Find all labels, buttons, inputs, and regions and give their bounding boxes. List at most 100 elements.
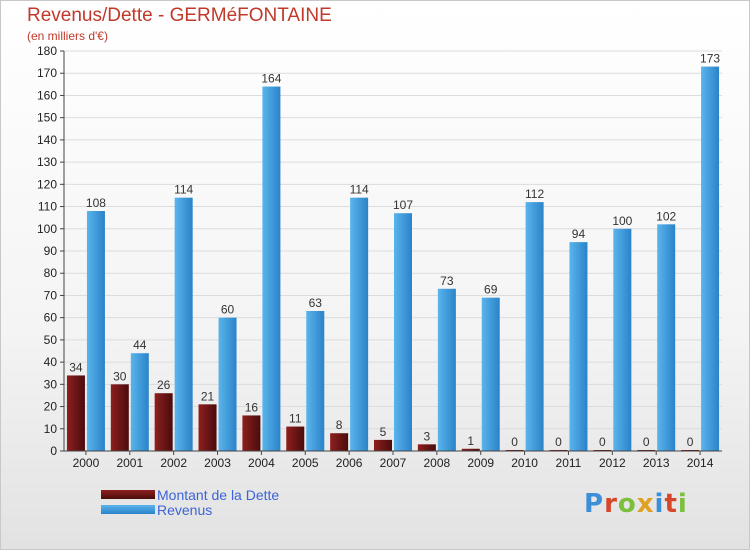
- bar-dette-2001: [110, 384, 129, 451]
- x-tick-label-2000: 2000: [73, 456, 100, 470]
- data-label-dette-2000: 34: [69, 360, 83, 374]
- y-tick-label: 130: [37, 155, 57, 169]
- y-tick-label: 20: [44, 400, 58, 414]
- data-label-revenus-2004: 164: [261, 72, 281, 86]
- bar-revenus-2000: [86, 211, 105, 451]
- data-label-revenus-2001: 44: [133, 338, 147, 352]
- data-label-dette-2005: 11: [289, 412, 302, 426]
- data-labels: 34 108 30 44 26 114 21 60 16 164 11 63 8 114 5 107 3 73 1 6…: [69, 52, 720, 449]
- data-label-dette-2008: 3: [424, 429, 431, 443]
- logo-letter: x: [636, 489, 655, 519]
- bar-revenus-2011: [569, 242, 588, 451]
- x-tick-label-2007: 2007: [380, 456, 407, 470]
- data-label-revenus-2010: 112: [525, 187, 544, 201]
- data-label-dette-2001: 30: [113, 369, 127, 383]
- bar-revenus-2012: [613, 228, 632, 451]
- data-label-revenus-2007: 107: [393, 198, 413, 212]
- bar-revenus-2003: [218, 317, 237, 451]
- y-tick-label: 40: [44, 355, 58, 369]
- data-label-revenus-2011: 94: [572, 227, 586, 241]
- logo-letter: o: [617, 489, 637, 519]
- y-axis: 0 10 20 30 40 50 60 70 80 90 100 110 120 130 140 150 160…: [37, 44, 65, 458]
- x-tick-label-2011: 2011: [556, 456, 582, 470]
- x-tick-label-2006: 2006: [336, 456, 363, 470]
- data-label-dette-2013: 0: [643, 435, 650, 449]
- y-tick-label: 60: [44, 311, 58, 325]
- x-tick-label-2014: 2014: [687, 456, 714, 470]
- x-tick-label-2005: 2005: [292, 456, 319, 470]
- legend-item-dette: Montant de la Dette: [101, 487, 279, 503]
- x-tick-label-2012: 2012: [599, 456, 626, 470]
- bar-dette-2000: [66, 375, 85, 451]
- bar-revenus-2009: [481, 297, 500, 451]
- bar-dette-2005: [286, 426, 305, 451]
- bar-dette-2004: [242, 415, 261, 451]
- data-label-revenus-2006: 114: [350, 183, 369, 197]
- bar-dette-2003: [198, 404, 217, 451]
- legend: Montant de la Dette Revenus: [101, 487, 279, 518]
- y-tick-label: 0: [50, 444, 57, 458]
- bar-revenus-2006: [350, 197, 369, 451]
- x-tick-label-2013: 2013: [643, 456, 670, 470]
- y-tick-label: 30: [44, 377, 58, 391]
- data-label-dette-2014: 0: [687, 435, 694, 449]
- data-label-revenus-2013: 102: [656, 209, 676, 223]
- data-label-dette-2009: 1: [467, 434, 474, 448]
- x-tick-label-2002: 2002: [160, 456, 187, 470]
- bar-dette-2006: [330, 433, 349, 451]
- grid-lines: [64, 50, 722, 452]
- bar-revenus-2007: [394, 213, 412, 451]
- data-label-revenus-2000: 108: [86, 196, 106, 210]
- y-tick-label: 140: [37, 133, 57, 147]
- chart-title: Revenus/Dette - GERMéFONTAINE: [27, 5, 332, 26]
- data-label-dette-2004: 16: [245, 400, 259, 414]
- bar-revenus-2005: [306, 311, 325, 451]
- y-tick-label: 120: [37, 177, 57, 191]
- data-label-revenus-2008: 73: [440, 274, 454, 288]
- logo-letter: P: [584, 489, 605, 519]
- y-tick-label: 10: [44, 422, 58, 436]
- proxiti-logo: Proxiti: [584, 489, 688, 519]
- y-tick-label: 90: [44, 244, 58, 258]
- data-label-revenus-2003: 60: [221, 303, 235, 317]
- bar-revenus-2001: [130, 353, 149, 451]
- logo-letter: t: [664, 489, 678, 519]
- y-tick-label: 170: [37, 66, 57, 80]
- y-tick-label: 150: [37, 111, 57, 125]
- data-label-dette-2002: 26: [157, 378, 171, 392]
- data-label-revenus-2005: 63: [309, 296, 323, 310]
- data-label-revenus-2012: 100: [612, 214, 632, 228]
- x-tick-label-2009: 2009: [467, 456, 494, 470]
- bar-revenus-2013: [657, 224, 676, 451]
- y-tick-label: 100: [37, 222, 57, 236]
- y-tick-label: 110: [38, 200, 57, 214]
- data-label-dette-2007: 5: [380, 425, 387, 439]
- legend-label-revenus: Revenus: [157, 501, 213, 518]
- bar-revenus-2004: [262, 86, 281, 452]
- x-axis: 2000 2001 2002 2003 2004 2005 2006 2007 2008 2009…: [64, 450, 722, 470]
- bar-revenus-2008: [437, 288, 456, 451]
- chart-subtitle: (en milliers d'€): [27, 29, 108, 43]
- x-tick-label-2003: 2003: [204, 456, 231, 470]
- bar-dette-2009: [461, 448, 480, 451]
- x-tick-label-2004: 2004: [248, 456, 275, 470]
- y-tick-label: 180: [37, 44, 57, 58]
- legend-swatch-dette: [101, 490, 155, 499]
- y-tick-label: 50: [44, 333, 58, 347]
- bar-dette-2002: [154, 393, 173, 451]
- y-tick-label: 70: [44, 288, 58, 302]
- x-tick-label-2001: 2001: [116, 456, 143, 470]
- data-label-dette-2006: 8: [336, 418, 343, 432]
- logo-letter: i: [654, 489, 665, 519]
- bar-revenus-2002: [174, 197, 193, 451]
- data-label-revenus-2009: 69: [484, 283, 498, 297]
- legend-swatch-revenus: [101, 505, 155, 514]
- bar-dette-2008: [417, 444, 436, 451]
- x-tick-label-2010: 2010: [511, 456, 538, 470]
- y-tick-label: 160: [37, 88, 57, 102]
- legend-item-revenus: Revenus: [101, 501, 279, 518]
- y-tick-label: 80: [44, 266, 58, 280]
- data-label-revenus-2014: 173: [700, 52, 720, 66]
